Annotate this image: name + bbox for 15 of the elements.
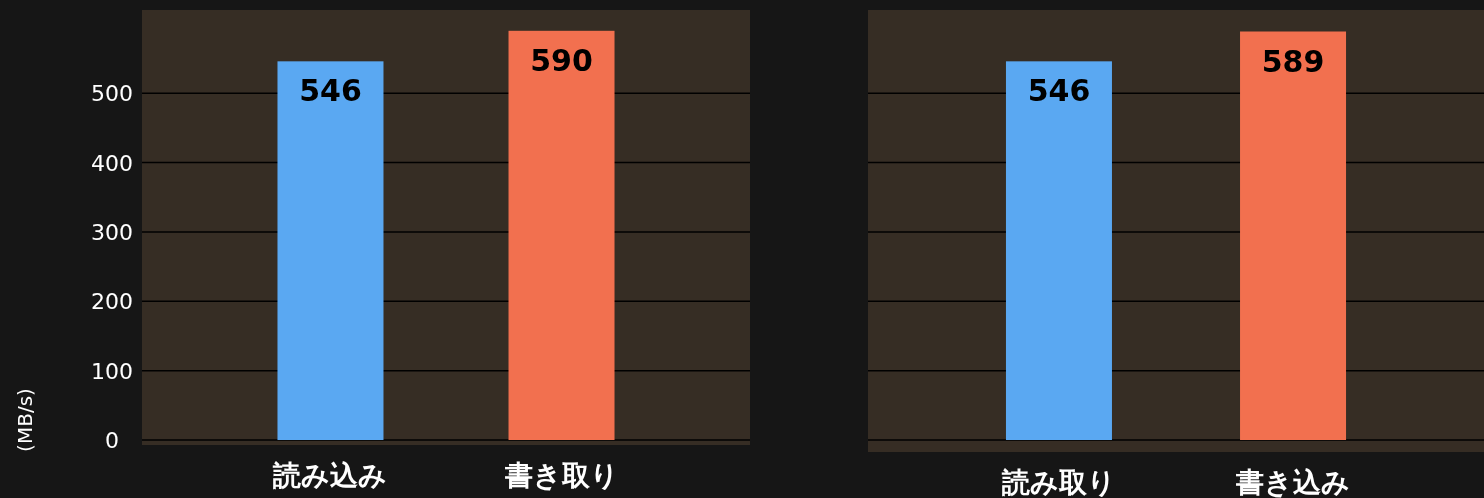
y-tick-label: 500 [91, 81, 133, 107]
y-tick-label: 200 [91, 289, 133, 315]
y-tick-label: 0 [105, 428, 119, 453]
data-label: 546 [299, 73, 362, 109]
y-tick-label: 300 [91, 219, 133, 245]
data-label: 546 [1027, 73, 1091, 109]
x-tick-label: 書き込み [1235, 466, 1351, 498]
x-tick-label: 読み取り [1000, 466, 1116, 498]
data-label: 589 [1261, 43, 1325, 79]
y-axis-title: (MB/s) [13, 388, 37, 452]
data-label: 590 [530, 42, 593, 78]
x-tick-label: 書き取り [503, 459, 619, 492]
y-tick-label: 100 [91, 358, 133, 384]
y-tick-label: 400 [91, 150, 133, 176]
x-tick-label: 読み込み [272, 459, 388, 492]
